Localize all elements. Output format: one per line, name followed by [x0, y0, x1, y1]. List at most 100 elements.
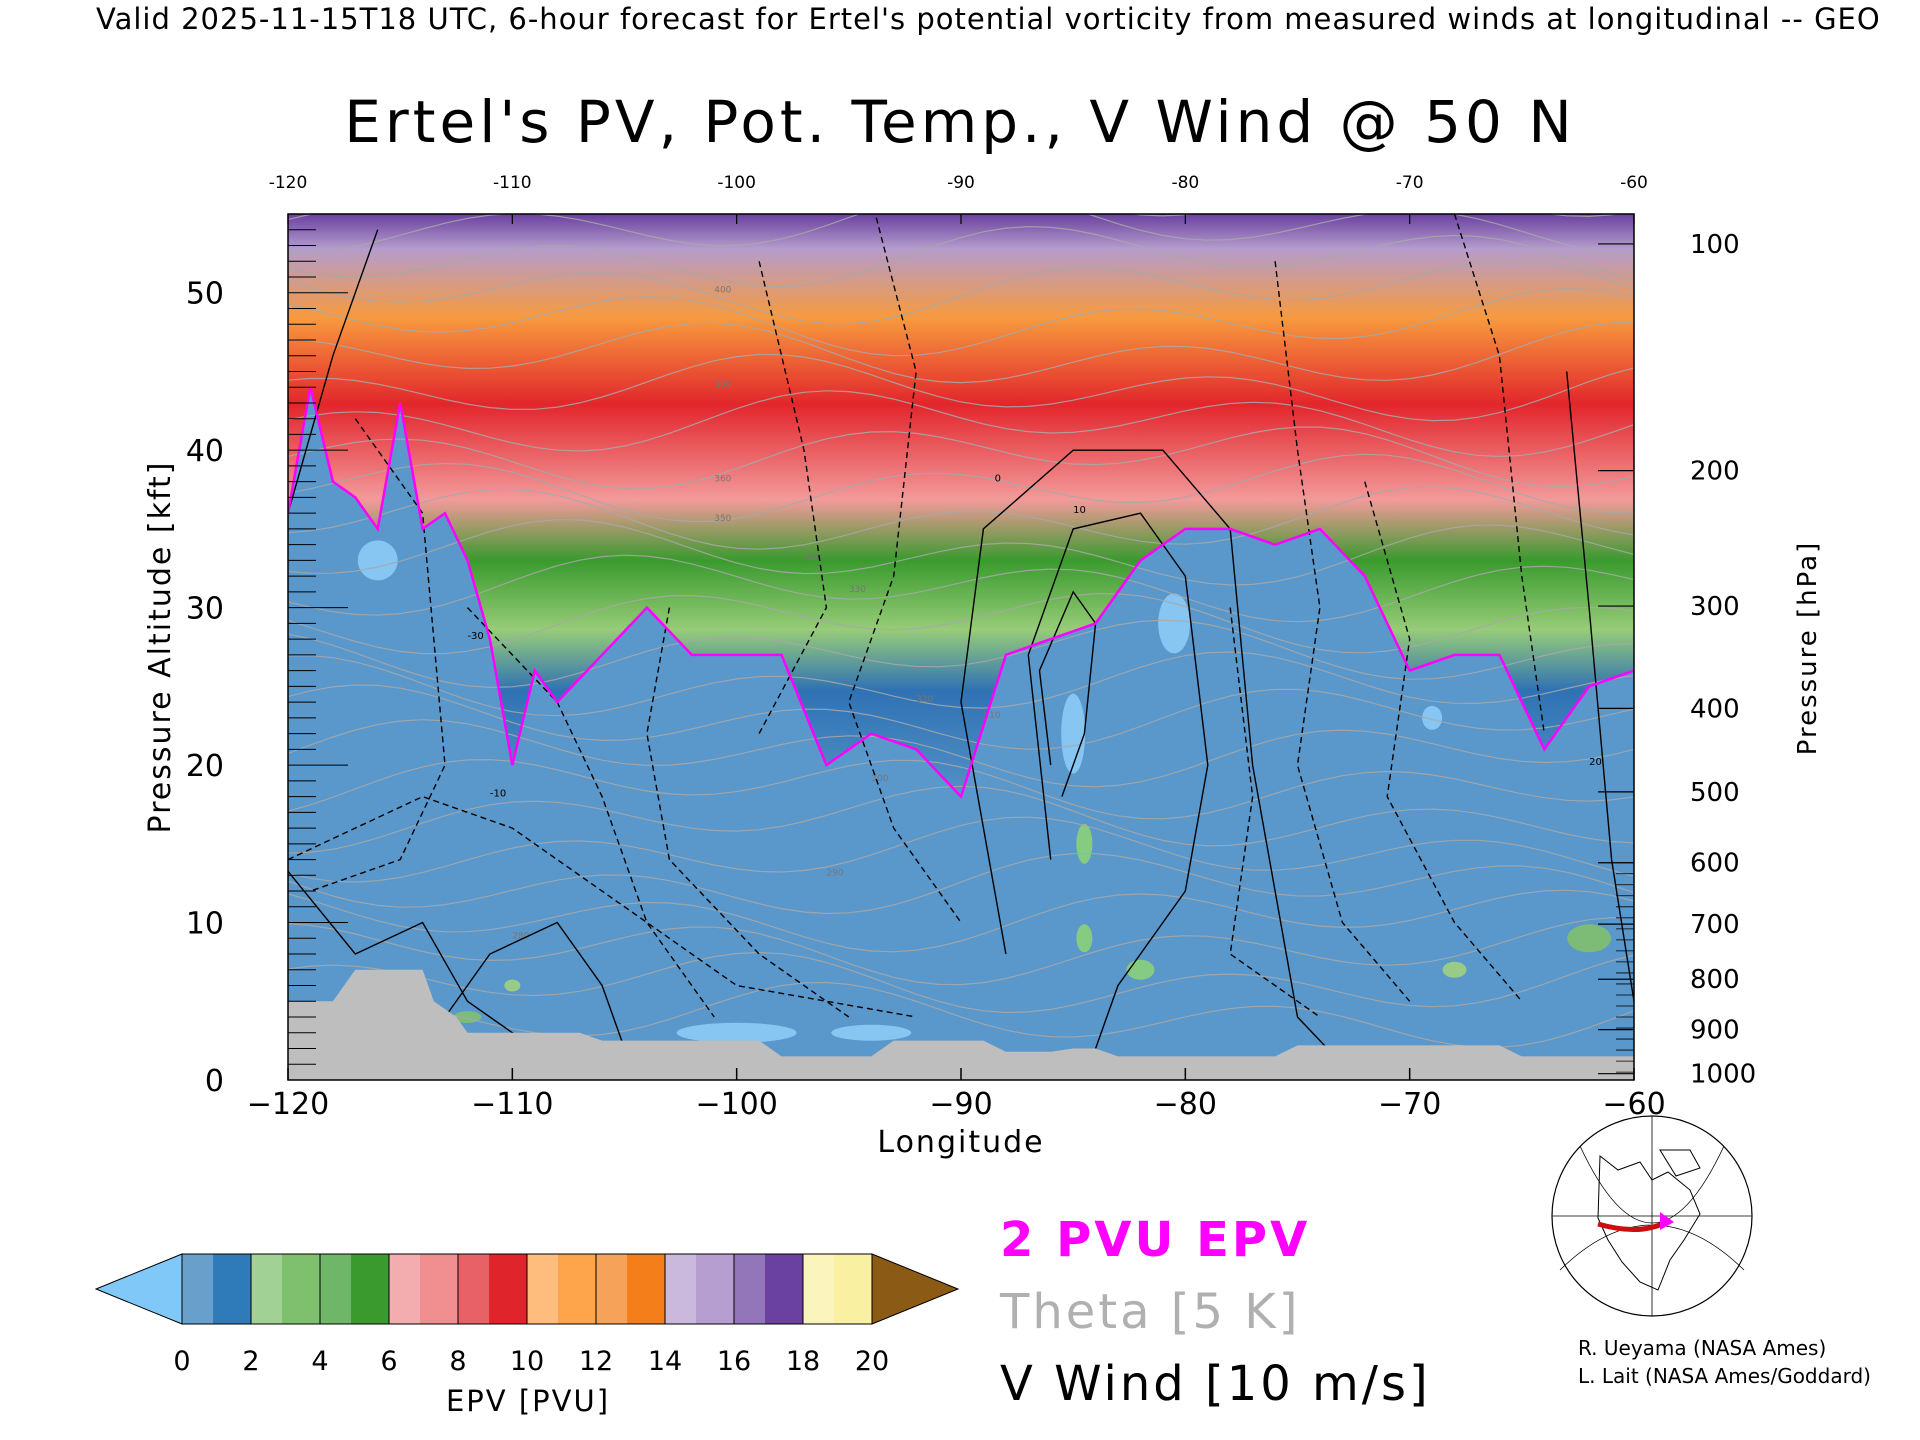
v-wind-contour: [444, 921, 626, 1049]
pv-pocket: [831, 1024, 912, 1041]
colorbar-tick-label: 8: [449, 1346, 466, 1377]
pv-pocket: [1061, 693, 1086, 774]
pv-pocket: [357, 540, 398, 581]
top-tick-label: -60: [1620, 173, 1648, 193]
colorbar-tick-label: 0: [173, 1346, 190, 1377]
v-wind-label: 10: [1073, 505, 1086, 516]
theta-contour: [288, 684, 1634, 750]
colorbar-bin-shade: [596, 1254, 628, 1324]
pressure-tick-label: 300: [1690, 592, 1740, 622]
theta-label: 400: [714, 286, 731, 296]
colorbar: 0 2 4 6 8 10 12 14 16 18 20: [94, 1253, 960, 1377]
theta-label: 360: [714, 475, 731, 485]
colorbar-over-arrow: [871, 1253, 960, 1325]
inset-graticule: [1552, 1116, 1752, 1316]
v-wind-contour: [1229, 607, 1321, 1018]
colorbar-tick-label: 12: [579, 1346, 613, 1377]
legend-wind-label: V Wind [10 m/s]: [1000, 1356, 1431, 1412]
colorbar-tick-label: 10: [510, 1346, 544, 1377]
pressure-axis-label: Pressure [hPa]: [1793, 541, 1823, 756]
colorbar-bin: [734, 1254, 803, 1324]
pv-pocket: [1158, 593, 1191, 654]
colorbar-bin: [527, 1254, 596, 1324]
theta-label: 340: [804, 553, 821, 563]
theta-label: 320: [916, 695, 933, 705]
colorbar-bin: [458, 1254, 527, 1324]
legend-theta-label: Theta [5 K]: [1000, 1284, 1301, 1340]
theta-contour: [288, 260, 1634, 325]
theta-contour: [288, 390, 1634, 458]
theta-contour: [288, 426, 1634, 490]
v-wind-contour: [758, 261, 828, 734]
x-tick-label: −70: [1378, 1087, 1441, 1122]
colorbar-bin-shade: [527, 1254, 559, 1324]
theta-contour: [288, 981, 1634, 1049]
theta-contour: [288, 321, 1634, 384]
colorbar-label: EPV [PVU]: [446, 1384, 610, 1418]
v-wind-label: -30: [467, 631, 483, 642]
colorbar-under-arrow: [94, 1253, 183, 1325]
colorbar-tick-label: 14: [648, 1346, 682, 1377]
theta-contour: [288, 852, 1634, 915]
top-tick-label: -110: [493, 173, 532, 193]
credit-line: R. Ueyama (NASA Ames): [1578, 1336, 1827, 1360]
v-wind-contour: [310, 418, 446, 892]
v-wind-contour: [288, 870, 536, 1050]
chart-title: Ertel's PV, Pot. Temp., V Wind @ 50 N: [344, 88, 1576, 156]
y-tick-label: 50: [186, 277, 224, 312]
top-tick-label: -70: [1396, 173, 1424, 193]
theta-contour: [288, 651, 1634, 717]
v-wind-contour: [1566, 371, 1634, 1002]
colorbar-tick-label: 2: [242, 1346, 259, 1377]
y-tick-label: 30: [186, 592, 224, 627]
y-tick-label: 0: [205, 1064, 224, 1099]
colorbar-bin: [389, 1254, 458, 1324]
colorbar-bin-shade: [251, 1254, 283, 1324]
v-wind-label: 0: [995, 474, 1001, 485]
v-wind-contour: [1027, 512, 1209, 1049]
v-wind-contour: [646, 607, 850, 1018]
colorbar-bin-shade: [182, 1254, 214, 1324]
theta-contour: [288, 453, 1634, 523]
theta-label: 350: [714, 514, 731, 524]
v-wind-label: 20: [1589, 757, 1602, 768]
top-tick-label: -90: [947, 173, 975, 193]
pressure-tick-label: 900: [1690, 1016, 1740, 1046]
colorbar-tick-label: 16: [717, 1346, 751, 1377]
pv-pocket: [1567, 924, 1612, 953]
colorbar-bin-shade: [320, 1254, 352, 1324]
x-axis-label: Longitude: [877, 1125, 1044, 1160]
theta-contour: [288, 719, 1634, 788]
top-tick-label: -80: [1171, 173, 1199, 193]
theta-contour: [288, 554, 1634, 623]
pressure-tick-label: 400: [1690, 694, 1740, 724]
v-wind-contour: [288, 229, 379, 514]
colorbar-bin: [596, 1254, 665, 1324]
theta-contour: [288, 287, 1634, 357]
theta-contour: [288, 916, 1634, 986]
theta-contour: [288, 593, 1634, 655]
pv-pocket: [1076, 924, 1093, 953]
colorbar-bin: [803, 1254, 872, 1324]
pv-pocket: [676, 1022, 797, 1043]
pv-pocket: [504, 979, 521, 992]
y-tick-label: 10: [186, 907, 224, 942]
theta-contour: [288, 889, 1634, 953]
header-text: Valid 2025-11-15T18 UTC, 6-hour forecast…: [96, 2, 1881, 36]
x-tick-label: −120: [247, 1087, 329, 1122]
colorbar-bin-shade: [458, 1254, 490, 1324]
credit-line: L. Lait (NASA Ames/Goddard): [1578, 1364, 1871, 1388]
inset-coastline: [1597, 1149, 1701, 1291]
theta-label: 290: [826, 868, 843, 878]
pv-pocket: [1442, 961, 1467, 978]
theta-label: 380: [714, 380, 731, 390]
v-wind-contour: [1038, 590, 1097, 797]
v-wind-contour: [1364, 481, 1523, 1002]
colorbar-bin: [320, 1254, 389, 1324]
v-wind-contour: [288, 795, 917, 1018]
top-tick-label: -100: [717, 173, 756, 193]
x-tick-label: −100: [695, 1087, 777, 1122]
v-wind-contour: [466, 607, 715, 1018]
theta-contour: [288, 619, 1634, 689]
